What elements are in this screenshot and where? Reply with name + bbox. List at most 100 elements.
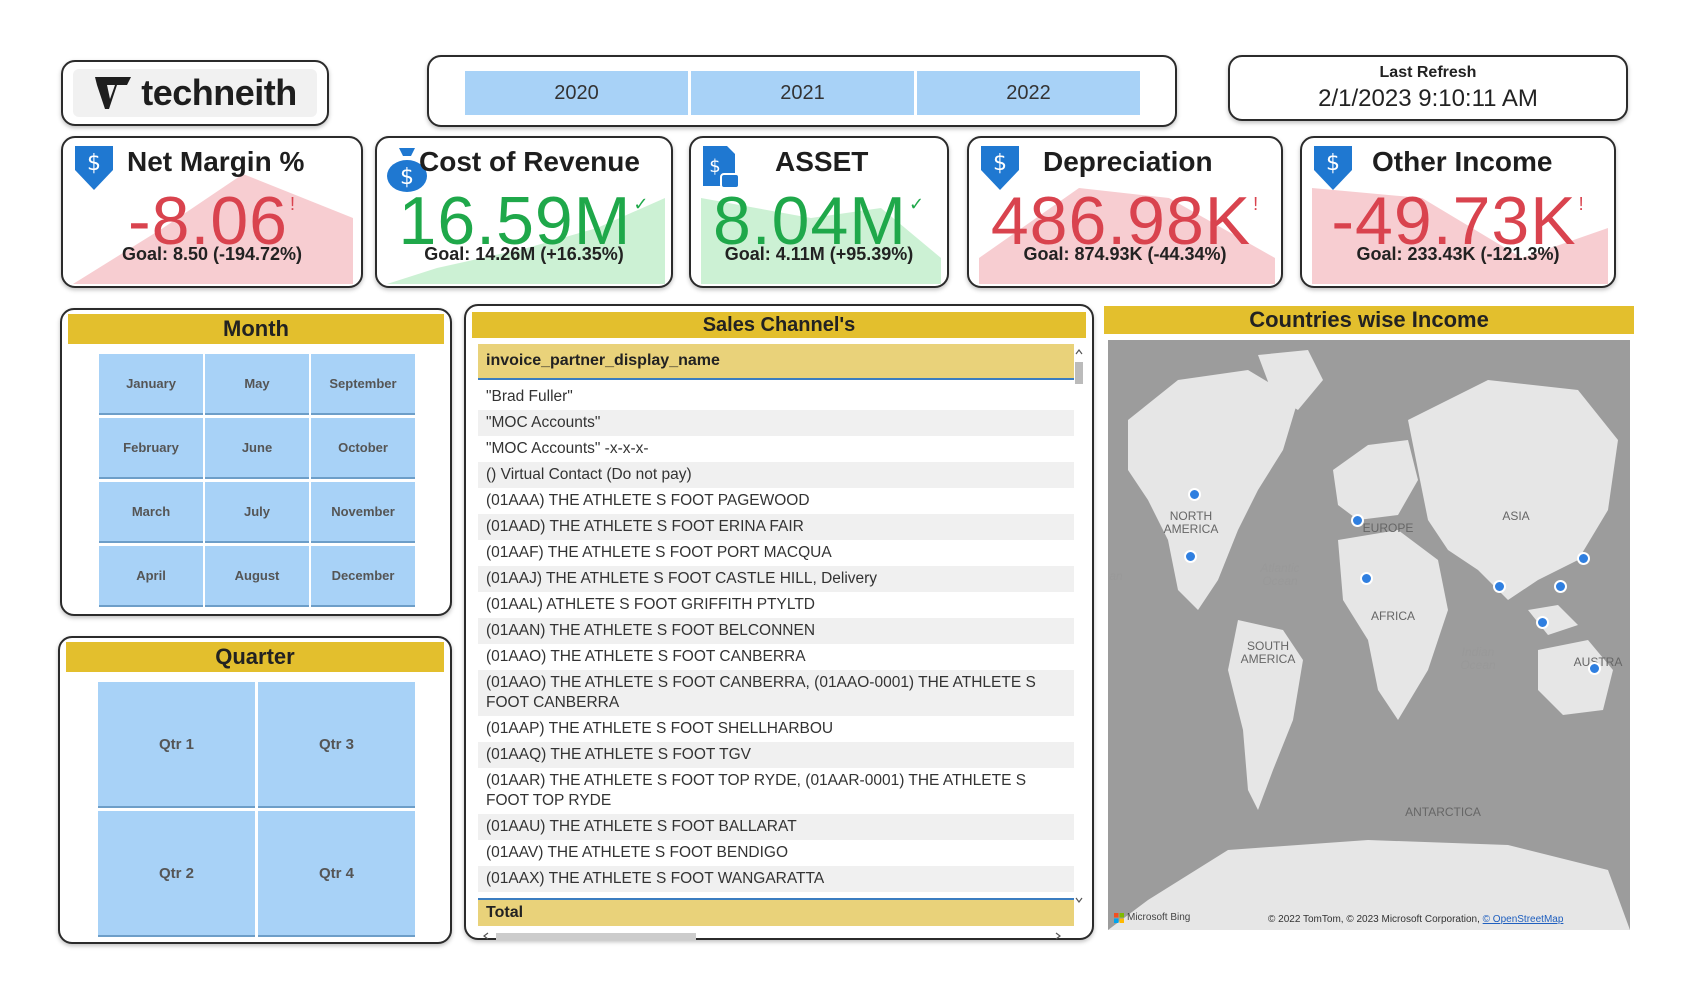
map-title: Countries wise Income	[1104, 306, 1634, 334]
table-row[interactable]: "MOC Accounts"	[478, 410, 1074, 436]
month-button-june[interactable]: June	[205, 418, 309, 479]
kpi-card-other-income[interactable]: $ Other Income -49.73K! Goal: 233.43K (-…	[1300, 136, 1616, 288]
quarter-button-qtr4[interactable]: Qtr 4	[258, 811, 415, 937]
month-button-january[interactable]: January	[99, 354, 203, 415]
kpi-goal: Goal: 14.26M (+16.35%)	[424, 244, 624, 264]
month-button-october[interactable]: October	[311, 418, 415, 479]
microsoft-logo-icon	[1114, 912, 1124, 923]
svg-text:$: $	[400, 165, 414, 190]
year-button-2022[interactable]: 2022	[917, 71, 1140, 115]
table-row[interactable]: (01AAN) THE ATHLETE S FOOT BELCONNEN	[478, 618, 1074, 644]
table-total-row: Total	[478, 898, 1074, 926]
kpi-value: -8.06!	[127, 183, 296, 259]
scrollbar-track	[483, 932, 1061, 940]
map-label-south-america: SOUTH AMERICA	[1240, 639, 1296, 666]
table-row[interactable]: (01AAO) THE ATHLETE S FOOT CANBERRA, (01…	[478, 670, 1074, 716]
table-row[interactable]: () Virtual Contact (Do not pay)	[478, 462, 1074, 488]
month-button-december[interactable]: December	[311, 546, 415, 607]
month-button-november[interactable]: November	[311, 482, 415, 543]
year-button-2021[interactable]: 2021	[691, 71, 914, 115]
map-location-dot[interactable]	[1188, 488, 1201, 501]
asset-document-icon: $	[703, 146, 740, 189]
logo-card: techneith	[61, 60, 329, 126]
kpi-card-depreciation[interactable]: $ Depreciation 486.98K! Goal: 874.93K (-…	[967, 136, 1283, 288]
sales-channel-table-card: Sales Channel's invoice_partner_display_…	[464, 304, 1094, 940]
kpi-trend-area	[73, 174, 353, 284]
map-location-dot[interactable]	[1588, 662, 1601, 675]
quarter-button-qtr2[interactable]: Qtr 2	[98, 811, 255, 937]
last-refresh-card: Last Refresh 2/1/2023 9:10:11 AM	[1228, 55, 1628, 121]
table-row[interactable]: (01AAD) THE ATHLETE S FOOT ERINA FAIR	[478, 514, 1074, 540]
map-location-dot[interactable]	[1577, 552, 1590, 565]
kpi-card-cost-of-revenue[interactable]: $ Cost of Revenue 16.59M ✓ Goal: 14.26M (…	[375, 136, 673, 288]
map-label-africa: AFRICA	[1370, 609, 1415, 623]
table-row[interactable]: (01AAR) THE ATHLETE S FOOT TOP RYDE, (01…	[486, 772, 1027, 809]
table-row[interactable]: (01AAX) THE ATHLETE S FOOT WANGARATTA	[478, 866, 1074, 892]
techneith-logo-icon	[95, 77, 132, 109]
horizontal-scrollbar[interactable]	[480, 928, 1070, 940]
kpi-goal: Goal: 874.93K (-44.34%)	[1023, 244, 1227, 264]
table-row[interactable]: (01AAP) THE ATHLETE S FOOT SHELLHARBOU	[486, 720, 834, 737]
alert-mark: !	[289, 194, 296, 214]
map-location-dot[interactable]	[1184, 550, 1197, 563]
map-label-pacific-fragment: an	[1109, 569, 1123, 583]
svg-text:$: $	[1326, 151, 1340, 176]
table-row[interactable]: (01AAF) THE ATHLETE S FOOT PORT MACQUA	[486, 544, 832, 561]
column-header[interactable]: invoice_partner_display_name	[478, 344, 1074, 380]
world-map[interactable]: NORTH AMERICA EUROPE ASIA AFRICA SOUTH A…	[1108, 340, 1630, 930]
kpi-title: Net Margin %	[127, 146, 305, 177]
table-row[interactable]: (01AAQ) THE ATHLETE S FOOT TGV	[478, 742, 1074, 768]
map-location-dot[interactable]	[1554, 580, 1567, 593]
map-location-dot[interactable]	[1351, 514, 1364, 527]
table-row[interactable]: "Brad Fuller"	[486, 388, 573, 405]
scrollbar-track	[1075, 349, 1083, 903]
map-label-north-america: NORTH AMERICA	[1163, 509, 1219, 536]
table-row[interactable]: (01AAJ) THE ATHLETE S FOOT CASTLE HILL, …	[478, 566, 1074, 592]
month-button-september[interactable]: September	[311, 354, 415, 415]
table-row[interactable]: (01AAV) THE ATHLETE S FOOT BENDIGO	[486, 844, 789, 861]
month-button-august[interactable]: August	[205, 546, 309, 607]
logo: techneith	[73, 69, 317, 117]
kpi-trend-area	[1312, 188, 1608, 284]
kpi-trend-area	[701, 198, 941, 284]
map-label-europe: EUROPE	[1362, 521, 1414, 535]
map-location-dot[interactable]	[1536, 616, 1549, 629]
kpi-card-net-margin[interactable]: $ Net Margin % -8.06! Goal: 8.50 (-194.7…	[61, 136, 363, 288]
month-button-may[interactable]: May	[205, 354, 309, 415]
openstreetmap-link[interactable]: © OpenStreetMap	[1482, 914, 1564, 925]
logo-text: techneith	[141, 72, 297, 113]
kpi-value: -49.73K!	[1331, 183, 1585, 259]
month-button-february[interactable]: February	[99, 418, 203, 479]
money-bag-icon: $	[387, 148, 427, 192]
table-row[interactable]: (01AAA) THE ATHLETE S FOOT PAGEWOOD	[486, 492, 810, 509]
table-row[interactable]: (01AAL) ATHLETE S FOOT GRIFFITH PTYLTD	[486, 596, 815, 613]
month-button-april[interactable]: April	[99, 546, 203, 607]
month-button-march[interactable]: March	[99, 482, 203, 543]
quarter-slicer: Quarter Qtr 1 Qtr 3 Qtr 2 Qtr 4	[58, 636, 452, 944]
map-location-dot[interactable]	[1360, 572, 1373, 585]
table-row[interactable]: (01AAU) THE ATHLETE S FOOT BALLARAT	[478, 814, 1074, 840]
dollar-down-icon: $	[75, 146, 113, 190]
map-copyright: © 2022 TomTom, © 2023 Microsoft Corporat…	[1268, 914, 1563, 925]
bing-attribution: Microsoft Bing	[1114, 912, 1190, 923]
year-button-2020[interactable]: 2020	[465, 71, 688, 115]
map-label-indian: Indian Ocean	[1460, 645, 1496, 672]
kpi-trend-area	[387, 198, 665, 284]
map-label-atlantic: Atlantic Ocean	[1260, 561, 1300, 588]
map-label-australia: AUSTRA	[1573, 655, 1623, 669]
map-canvas	[1108, 340, 1630, 930]
kpi-goal: Goal: 4.11M (+95.39%)	[724, 244, 914, 264]
kpi-card-asset[interactable]: $ ASSET 8.04M ✓ Goal: 4.11M (+95.39%)	[689, 136, 949, 288]
quarter-button-qtr3[interactable]: Qtr 3	[258, 682, 415, 808]
table-row[interactable]: "MOC Accounts" -x-x-x-	[486, 440, 649, 457]
map-location-dot[interactable]	[1493, 580, 1506, 593]
copyright-text: © 2022 TomTom, © 2023 Microsoft Corporat…	[1268, 914, 1480, 925]
vertical-scrollbar[interactable]	[1074, 346, 1084, 906]
sales-channel-table[interactable]: invoice_partner_display_name "Brad Fulle…	[478, 344, 1074, 924]
svg-text:$: $	[87, 151, 101, 176]
last-refresh-value: 2/1/2023 9:10:11 AM	[1318, 85, 1538, 112]
table-row[interactable]: (01AAO) THE ATHLETE S FOOT CANBERRA	[486, 648, 806, 665]
quarter-button-qtr1[interactable]: Qtr 1	[98, 682, 255, 808]
month-button-july[interactable]: July	[205, 482, 309, 543]
check-mark: ✓	[633, 194, 650, 214]
